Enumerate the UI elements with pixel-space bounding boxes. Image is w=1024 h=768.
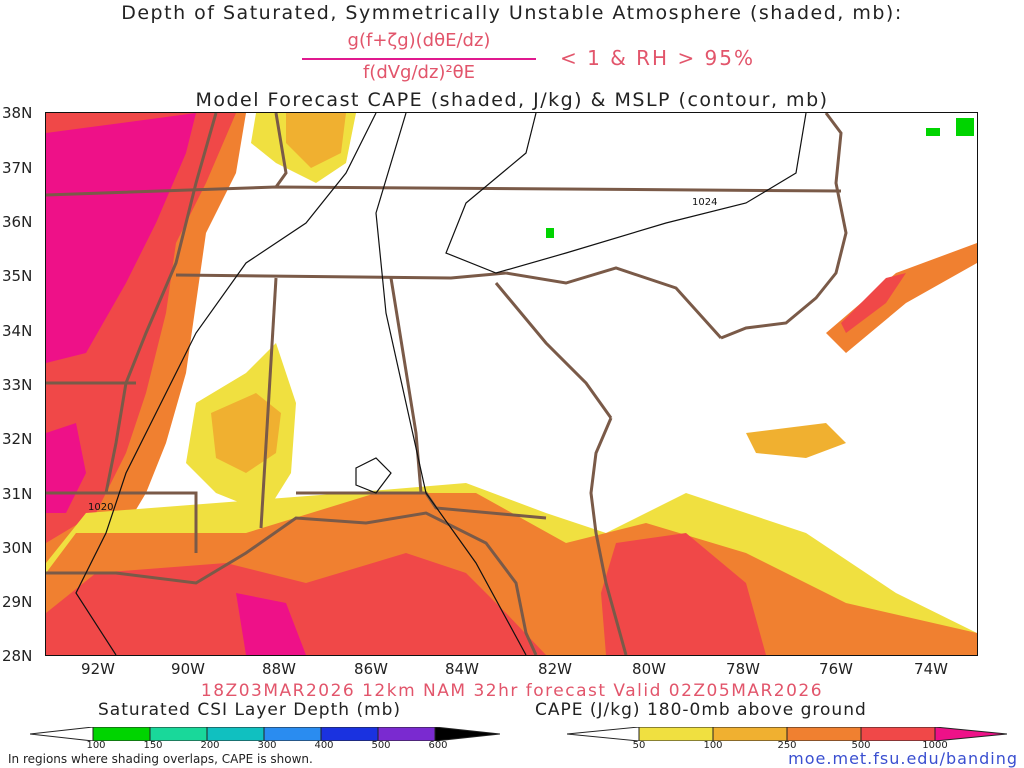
state-border-tn-al-ga <box>175 271 507 280</box>
csi-tick: 300 <box>257 740 277 751</box>
cape-tick: 500 <box>851 740 871 751</box>
title-line2: Model Forecast CAPE (shaded, J/kg) & MSL… <box>195 89 829 111</box>
cape-shade-tn-orange <box>286 113 346 168</box>
lat-label: 28N <box>2 647 33 665</box>
csi-colorbar <box>30 727 500 741</box>
lon-label: 92W <box>81 660 115 678</box>
lat-label: 36N <box>2 213 33 231</box>
lat-label: 37N <box>2 159 33 177</box>
cape-shade-central-orange <box>211 393 281 473</box>
cape-shade-offshore-red <box>841 273 906 333</box>
csi-tick: 500 <box>371 740 391 751</box>
csi-tick: 600 <box>428 740 448 751</box>
mslp-contour-1020 <box>75 113 377 655</box>
mslp-contour-1024 <box>445 113 807 274</box>
csi-shade-spot <box>956 118 974 136</box>
formula-fraction-bar <box>302 58 536 60</box>
cape-tick: 50 <box>632 740 646 751</box>
formula-denominator: f(dVg/dz)²θE <box>362 62 476 83</box>
lon-label: 76W <box>819 660 853 678</box>
cape-shade-ga-yellow <box>746 423 846 458</box>
map-canvas: 1024 1020 <box>46 113 977 655</box>
lon-label: 80W <box>632 660 666 678</box>
state-border-mississippi-river <box>104 113 218 494</box>
csi-tick: 100 <box>86 740 106 751</box>
cape-tick: 1000 <box>922 740 948 751</box>
contour-label-1020: 1020 <box>88 502 113 513</box>
lon-label: 74W <box>914 660 948 678</box>
coastline-gulf <box>46 511 538 655</box>
title-line1: Depth of Saturated, Symmetrically Unstab… <box>121 2 903 24</box>
lon-label: 90W <box>171 660 205 678</box>
overlap-note: In regions where shading overlaps, CAPE … <box>8 752 313 766</box>
csi-tick: 400 <box>314 740 334 751</box>
source-url[interactable]: moe.met.fsu.edu/banding <box>788 749 1018 768</box>
state-border-ga-sc <box>494 282 613 419</box>
coastline-southeast <box>720 113 848 340</box>
cape-colorbar <box>567 727 1007 741</box>
lat-label: 31N <box>2 485 33 503</box>
lon-label: 84W <box>445 660 479 678</box>
lat-label: 30N <box>2 539 33 557</box>
formula-numerator: g(f+ζg)(dθE/dz) <box>347 30 491 51</box>
mslp-contour-1020b <box>375 113 527 655</box>
cape-shade-offshore-orange <box>826 243 977 353</box>
lat-label: 29N <box>2 593 33 611</box>
csi-legend-title: Saturated CSI Layer Depth (mb) <box>98 700 402 720</box>
lat-label: 34N <box>2 322 33 340</box>
coastline-ga-fl <box>589 417 628 655</box>
contour-label-1024: 1024 <box>692 197 717 208</box>
csi-shade-spot <box>546 228 554 238</box>
state-border-al-ga <box>389 277 423 494</box>
formula-condition: < 1 & RH > 95% <box>560 46 756 70</box>
lat-label: 33N <box>2 376 33 394</box>
mslp-contour-small <box>355 457 392 494</box>
lon-label: 78W <box>726 660 760 678</box>
cape-shade-atlantic-red <box>601 533 766 655</box>
cape-shade-gulf-pink <box>236 593 306 655</box>
cape-legend-title: CAPE (J/kg) 180-0mb above ground <box>535 700 867 720</box>
lon-label: 88W <box>262 660 296 678</box>
lon-label: 82W <box>538 660 572 678</box>
cape-shade-west-pink <box>46 113 196 363</box>
csi-shade-spot <box>926 128 940 136</box>
cape-tick: 100 <box>703 740 723 751</box>
state-border-va-nc-tn <box>274 113 288 188</box>
lat-label: 32N <box>2 430 33 448</box>
lat-label: 35N <box>2 267 33 285</box>
lat-label: 38N <box>2 104 33 122</box>
cape-shade-west-pink2 <box>46 423 86 513</box>
state-border-la-ms <box>46 491 198 553</box>
cape-tick: 250 <box>777 740 797 751</box>
state-border-ms-al <box>259 277 278 529</box>
forecast-valid-time: 18Z03MAR2026 12km NAM 32hr forecast Vali… <box>200 681 824 701</box>
csi-tick: 150 <box>143 740 163 751</box>
lon-label: 86W <box>354 660 388 678</box>
csi-tick: 200 <box>200 740 220 751</box>
state-border-nc-sc <box>505 266 723 340</box>
forecast-map: 1024 1020 <box>45 112 978 656</box>
